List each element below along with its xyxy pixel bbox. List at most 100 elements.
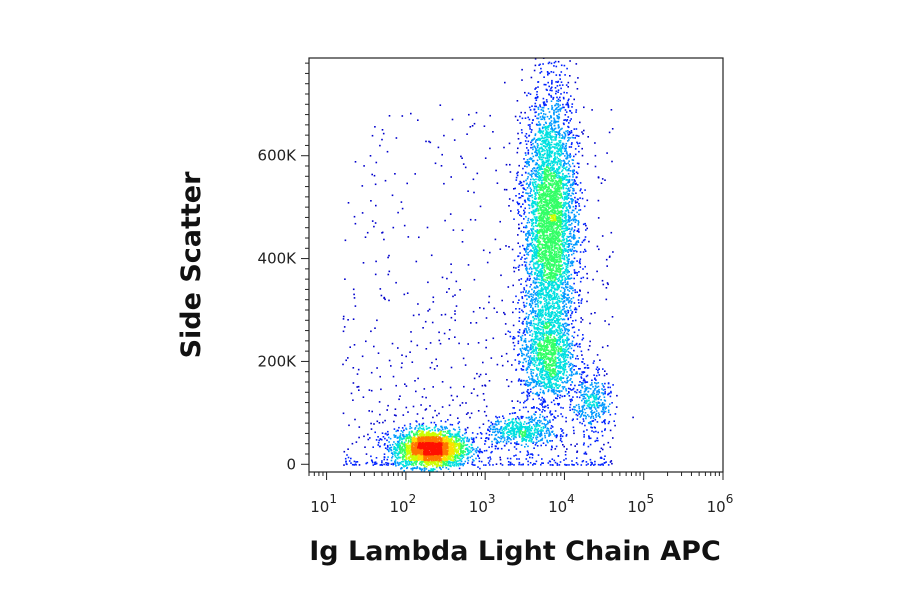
event-point	[537, 326, 539, 329]
event-point	[565, 433, 568, 436]
event-point	[565, 250, 567, 253]
event-point	[489, 147, 491, 150]
event-point	[564, 278, 566, 280]
event-point	[468, 440, 470, 442]
event-point	[564, 177, 566, 179]
event-point	[594, 165, 597, 168]
event-point	[589, 437, 592, 440]
event-point	[545, 313, 547, 316]
event-point	[531, 157, 533, 160]
event-point	[551, 303, 554, 305]
event-point	[506, 423, 509, 425]
event-point	[548, 384, 551, 386]
event-point	[429, 405, 431, 407]
event-point	[567, 318, 569, 321]
event-point	[567, 347, 570, 350]
event-point	[476, 394, 479, 397]
event-point	[556, 293, 559, 295]
event-point	[584, 424, 586, 427]
event-point	[566, 243, 569, 246]
event-point	[567, 270, 569, 272]
event-point	[542, 109, 544, 112]
event-point	[393, 428, 396, 430]
event-point	[518, 264, 521, 267]
event-point	[398, 398, 400, 401]
event-point	[576, 260, 578, 262]
event-point	[531, 205, 534, 208]
event-point	[565, 322, 567, 325]
event-point	[529, 277, 531, 280]
event-point	[552, 389, 554, 391]
event-point	[550, 448, 553, 451]
event-point	[557, 326, 559, 329]
event-point	[566, 227, 568, 230]
event-point	[538, 150, 540, 152]
event-point	[540, 112, 542, 114]
event-point	[524, 201, 527, 203]
event-point	[534, 192, 537, 194]
event-point	[535, 269, 537, 271]
event-point	[539, 139, 541, 141]
event-point	[377, 436, 379, 438]
event-point	[589, 388, 592, 390]
event-point	[460, 439, 463, 442]
event-point	[495, 445, 497, 448]
event-point	[581, 354, 583, 356]
event-point	[536, 225, 538, 227]
event-point	[494, 447, 497, 450]
event-point	[546, 440, 548, 443]
event-point	[545, 99, 548, 101]
event-point	[572, 176, 574, 178]
event-point	[595, 395, 598, 397]
event-point	[584, 265, 586, 268]
event-point	[527, 254, 530, 256]
event-point	[534, 195, 536, 198]
event-point	[485, 464, 487, 466]
event-point	[580, 302, 583, 304]
event-point	[539, 72, 541, 74]
event-point	[551, 295, 553, 297]
event-point	[524, 91, 526, 94]
event-point	[488, 464, 491, 466]
event-point	[475, 436, 478, 439]
event-point	[534, 341, 536, 344]
event-point	[371, 173, 373, 176]
event-point	[548, 142, 551, 144]
event-point	[563, 358, 565, 360]
event-point	[518, 308, 521, 310]
event-point	[557, 311, 560, 313]
event-point	[565, 435, 568, 437]
event-point	[557, 319, 559, 321]
event-point	[581, 410, 584, 412]
event-point	[505, 441, 508, 443]
event-point	[348, 460, 351, 462]
event-point	[379, 464, 382, 466]
event-point	[564, 322, 566, 325]
event-point	[571, 371, 573, 373]
event-point	[573, 233, 575, 236]
event-point	[420, 404, 422, 406]
event-point	[559, 154, 561, 157]
event-point	[568, 181, 571, 183]
event-point	[561, 127, 563, 130]
event-point	[522, 203, 524, 205]
event-point	[427, 427, 430, 429]
event-point	[581, 371, 583, 373]
event-point	[542, 101, 545, 104]
event-point	[564, 74, 566, 76]
event-point	[567, 301, 570, 303]
event-point	[583, 395, 585, 398]
event-point	[562, 236, 565, 239]
event-point	[578, 329, 580, 331]
event-point	[552, 390, 554, 392]
event-point	[562, 193, 565, 195]
event-point	[466, 440, 468, 442]
event-point	[516, 441, 518, 443]
event-point	[561, 175, 564, 178]
event-point	[525, 380, 527, 382]
event-point	[564, 135, 567, 137]
event-point	[553, 128, 556, 130]
event-point	[548, 141, 550, 144]
event-point	[384, 447, 387, 449]
event-point	[535, 97, 538, 99]
